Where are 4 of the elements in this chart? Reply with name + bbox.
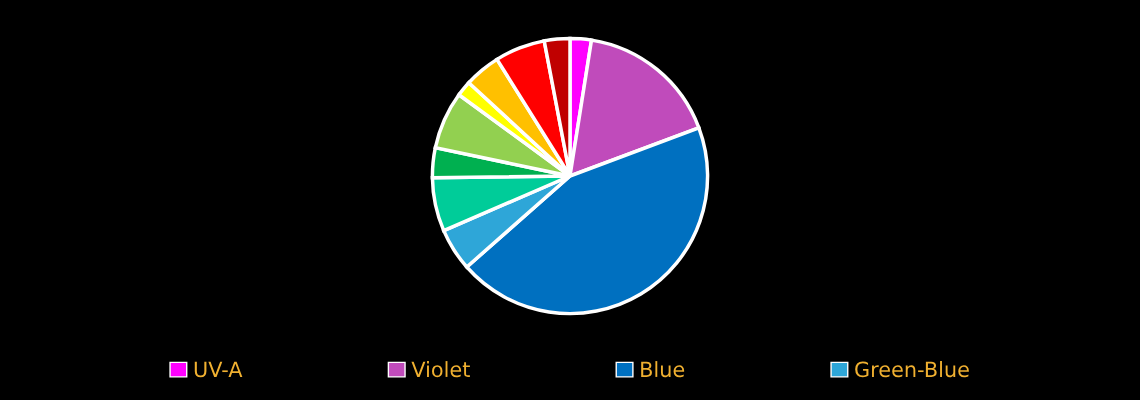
legend-label: Green-Blue [855,361,969,378]
legend-label: UV-A [194,361,243,378]
legend-label: Blue [641,361,685,378]
legend-label: Violet [411,361,470,378]
